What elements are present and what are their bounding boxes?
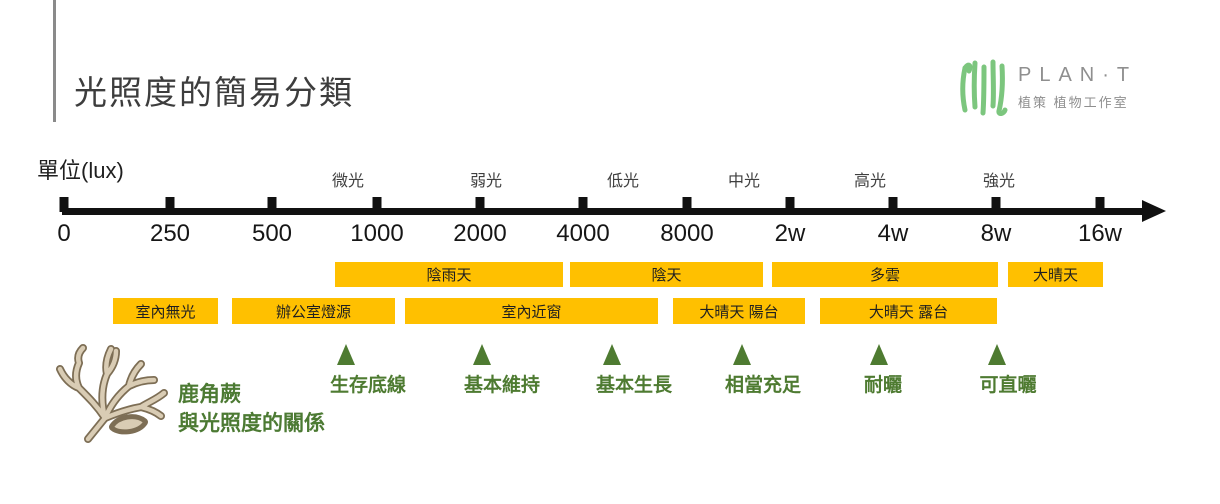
marker-label-1: 生存底線 [329,375,407,396]
marker-label-4: 相當充足 [724,375,802,396]
axis-tick-1 [59,197,69,212]
axis-tick-label-5: 2000 [453,220,507,247]
axis-tick-label-7: 8000 [660,220,714,247]
environment-band-5: 大晴天 露台 [820,298,997,324]
logo-wordmark: PLAN·T [1018,64,1138,86]
marker-triangle-icon-5 [870,344,888,365]
zone-label-5: 高光 [853,173,887,190]
page-title: 光照度的簡易分類 [74,74,354,111]
axis-tick-label-8: 2w [774,220,806,247]
axis-tick-label-2: 250 [149,220,191,247]
axis-tick-5 [475,197,485,212]
axis-tick-7 [682,197,692,212]
weather-band-1: 陰雨天 [335,262,563,287]
environment-band-2: 辦公室燈源 [232,298,395,324]
logo-text: PLAN·T 植策 植物工作室 [1018,56,1137,111]
axis-tick-8 [785,197,795,212]
marker-triangle-icon-4 [733,344,751,365]
marker-triangle-icon-3 [603,344,621,365]
axis-unit-label: 單位(lux) [37,158,124,183]
marker-label-3: 基本生長 [595,375,673,396]
title-accent-line [53,0,56,122]
plant-logo-icon [960,59,1008,116]
zone-label-6: 強光 [982,173,1016,190]
staghorn-fern-illustration [56,344,168,443]
axis-tick-label-11: 16w [1077,220,1123,247]
weather-band-3: 多雲 [772,262,998,287]
marker-triangle-icon-6 [988,344,1006,365]
fern-caption: 鹿角蕨 與光照度的關係 [178,380,325,438]
fern-caption-line1: 鹿角蕨 [178,383,241,406]
axis-tick-label-6: 4000 [556,220,610,247]
marker-triangle-icon-2 [473,344,491,365]
weather-band-4: 大晴天 [1008,262,1103,287]
axis-arrowhead-icon [1142,200,1166,222]
zone-label-1: 微光 [331,173,365,190]
logo: PLAN·T 植策 植物工作室 [958,56,1137,116]
zone-label-2: 弱光 [469,173,503,190]
weather-band-2: 陰天 [570,262,763,287]
axis-tick-label-3: 500 [251,220,293,247]
axis-tick-6 [578,197,588,212]
axis-tick-label-1: 0 [57,220,71,247]
axis-tick-4 [372,197,382,212]
logo-subtitle: 植策 植物工作室 [1018,95,1129,110]
marker-label-2: 基本維持 [463,375,541,396]
axis-tick-label-4: 1000 [350,220,404,247]
axis-tick-11 [1095,197,1105,212]
zone-label-3: 低光 [606,173,640,190]
axis-tick-10 [991,197,1001,212]
axis-tick-label-9: 4w [877,220,909,247]
marker-triangle-icon-1 [337,344,355,365]
environment-band-1: 室內無光 [113,298,218,324]
axis-tick-2 [165,197,175,212]
environment-band-3: 室內近窗 [405,298,658,324]
marker-label-6: 可直曬 [979,375,1037,396]
fern-caption-line2: 與光照度的關係 [178,412,325,435]
zone-label-4: 中光 [727,173,761,190]
axis-line [62,208,1144,215]
marker-label-5: 耐曬 [863,375,903,396]
environment-band-4: 大晴天 陽台 [673,298,805,324]
axis-tick-label-10: 8w [980,220,1012,247]
axis-tick-9 [888,197,898,212]
axis-tick-3 [267,197,277,212]
